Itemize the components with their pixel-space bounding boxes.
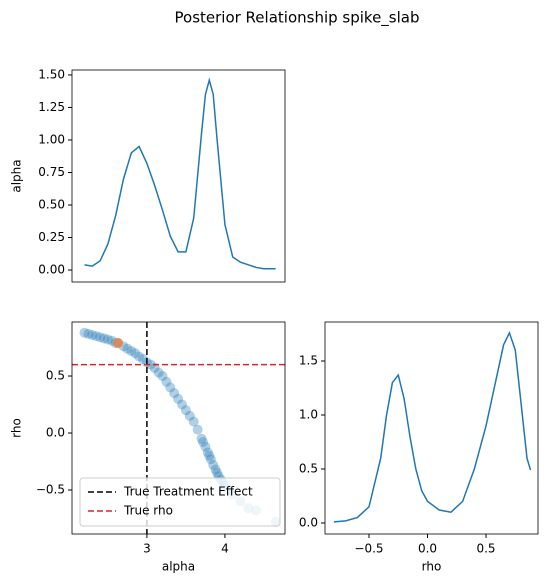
scatter-point (91, 331, 102, 342)
scatter-point (153, 367, 164, 378)
scatter-point (149, 363, 160, 374)
y-tick-label: 0.25 (38, 230, 65, 244)
scatter-point (113, 337, 124, 348)
scatter-point (157, 371, 168, 382)
scatter-point (130, 348, 141, 359)
scatter-point (188, 416, 199, 427)
plot-area (333, 330, 532, 523)
scatter-point (198, 437, 209, 448)
y-axis-label: alpha (10, 159, 24, 192)
scatter-point (202, 447, 213, 458)
scatter-point (208, 459, 219, 470)
scatter-point (122, 343, 133, 354)
y-tick-label: 0.5 (299, 461, 318, 475)
scatter-point (165, 382, 176, 393)
kde-line (333, 330, 532, 523)
y-axis-label: rho (10, 418, 24, 438)
scatter-point (169, 388, 180, 399)
scatter-point (95, 332, 106, 343)
x-tick-label: 0.0 (418, 542, 437, 556)
scatter-point (180, 405, 191, 416)
scatter-point (134, 351, 145, 362)
axes-frame (71, 321, 286, 535)
scatter-point (145, 359, 156, 370)
y-tick-label: 0.50 (38, 198, 65, 212)
y-tick-label: 1.5 (299, 353, 318, 367)
scatter-point (200, 441, 211, 452)
scatter-point (161, 376, 172, 387)
plot-area (84, 77, 276, 270)
figure-title: Posterior Relationship spike_slab (175, 9, 420, 28)
y-tick-label: 1.25 (38, 100, 65, 114)
scatter-point (98, 333, 109, 344)
scatter-point (83, 328, 94, 339)
scatter-point (126, 345, 137, 356)
y-tick-label: 1.00 (38, 132, 65, 146)
y-tick-label: 0.0 (299, 515, 318, 529)
x-axis-label: alpha (162, 560, 195, 574)
scatter-point (177, 399, 188, 410)
scatter-point (138, 353, 148, 364)
scatter-point (79, 327, 90, 338)
scatter-point (184, 410, 195, 421)
legend-box (79, 477, 281, 527)
x-tick-label: 0.5 (476, 542, 495, 556)
y-tick-label: 0.75 (38, 165, 65, 179)
y-tick-label: 0.5 (46, 369, 65, 383)
y-tick-label: 1.50 (38, 67, 65, 81)
y-tick-label: 1.0 (299, 407, 318, 421)
x-tick-label: 3 (143, 542, 151, 556)
axes-frame (71, 69, 286, 283)
x-tick-label: 4 (221, 542, 229, 556)
legend-label: True Treatment Effect (123, 485, 253, 499)
axes-frame (324, 321, 539, 535)
scatter-point (87, 329, 98, 340)
x-tick-label: −0.5 (354, 542, 383, 556)
scatter-point (192, 424, 203, 435)
scatter-point (102, 334, 113, 345)
legend-label: True rho (123, 504, 173, 518)
scatter-point (212, 467, 223, 478)
x-axis-label: rho (422, 560, 442, 574)
scatter-point (196, 433, 207, 444)
y-tick-label: −0.5 (36, 483, 65, 497)
kde-line (84, 77, 276, 270)
scatter-point (205, 454, 216, 465)
scatter-point (204, 450, 215, 461)
scatter-point (173, 393, 184, 404)
y-tick-label: 0.00 (38, 263, 65, 277)
y-tick-label: 0.0 (46, 426, 65, 440)
scatter-point (210, 464, 221, 475)
